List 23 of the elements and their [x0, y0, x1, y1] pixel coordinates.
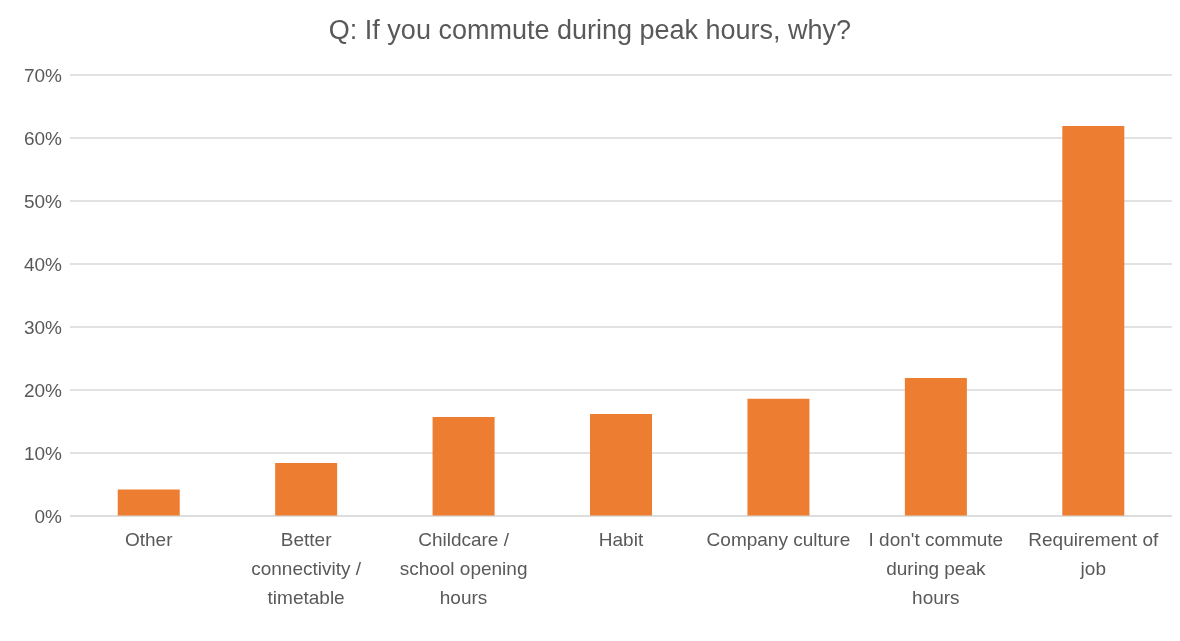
x-tick-label: Habit: [598, 529, 644, 550]
y-tick-label: 0%: [34, 505, 63, 527]
y-tick-label: 10%: [23, 442, 63, 464]
bar: [747, 398, 810, 516]
chart-title: Q: If you commute during peak hours, why?: [327, 14, 853, 47]
y-tick-label: 60%: [23, 127, 63, 149]
y-tick-label: 40%: [23, 253, 63, 275]
y-tick-label: 50%: [23, 190, 63, 212]
bar: [432, 417, 495, 516]
x-tick-label: I don't commute during peak hours: [868, 529, 1004, 608]
bar: [275, 463, 338, 516]
y-tick-label: 30%: [23, 316, 63, 338]
bar: [1062, 126, 1125, 516]
x-tick-label: Better connectivity / timetable: [251, 529, 362, 608]
bar: [904, 378, 967, 516]
x-tick-label: Childcare / school opening hours: [399, 529, 528, 608]
y-tick-label: 70%: [23, 64, 63, 86]
bar: [117, 489, 180, 516]
x-tick-label: Requirement of job: [1028, 529, 1159, 579]
bar: [590, 413, 653, 516]
x-tick-label: Other: [124, 529, 174, 550]
x-tick-label: Company culture: [706, 529, 851, 550]
y-tick-label: 20%: [23, 379, 63, 401]
